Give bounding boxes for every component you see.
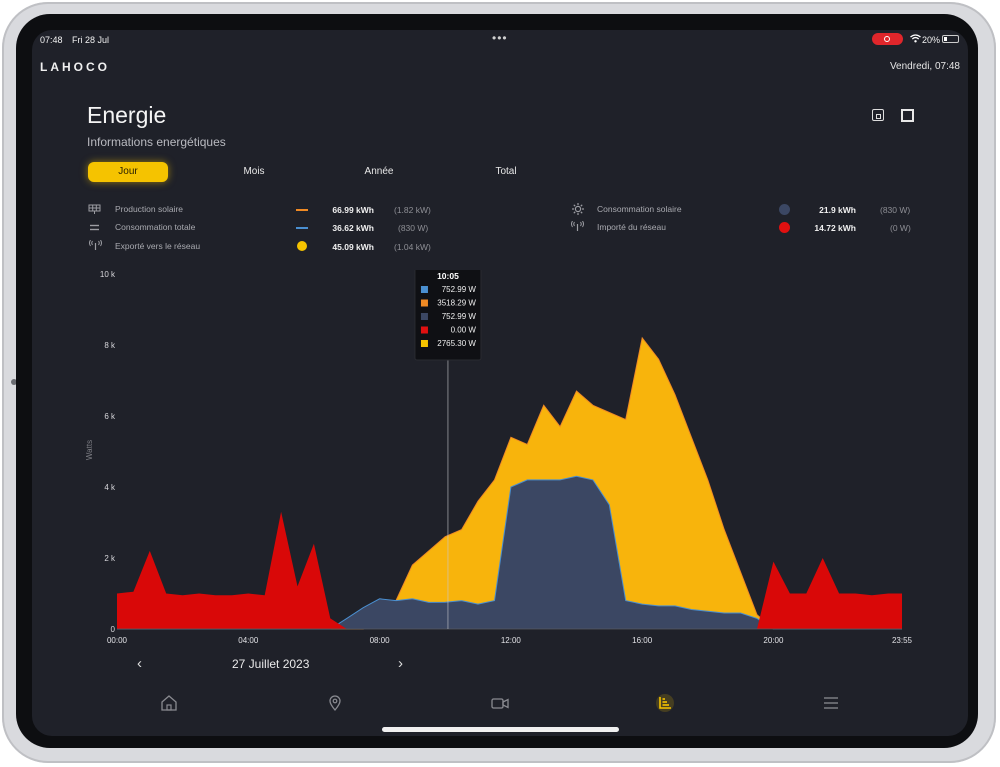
legend-marker-solar-consumption	[779, 204, 790, 215]
tab-jour[interactable]: Jour	[88, 162, 168, 182]
legend-marker-import	[779, 222, 790, 233]
tooltip-value: 752.99 W	[442, 312, 477, 321]
calendar-icon[interactable]	[872, 109, 884, 121]
legend-power-export: (1.04 kW)	[394, 242, 431, 252]
legend-value-production: 66.99 kWh	[332, 205, 374, 215]
x-tick-label: 08:00	[370, 636, 391, 645]
x-tick-label: 12:00	[501, 636, 522, 645]
legend-power-solar-consumption: (830 W)	[880, 205, 911, 215]
legend-power-import: (0 W)	[890, 223, 911, 233]
bottom-nav	[32, 690, 968, 716]
home-indicator[interactable]	[382, 727, 619, 732]
tooltip-swatch	[420, 286, 428, 293]
legend-label-solar-consumption: Consommation solaire	[597, 204, 682, 214]
energy-chart[interactable]: 0 2 k 4 k 6 k 8 k 10 k Watts 00:00 04:00 08:00 12:…	[80, 270, 920, 650]
next-day-chevron-right-icon[interactable]: ›	[398, 655, 403, 672]
legend-marker-consumption	[296, 227, 308, 229]
x-tick-label: 23:55	[892, 636, 913, 645]
map-pin-icon[interactable]	[325, 694, 345, 712]
antenna-icon	[571, 221, 584, 231]
y-tick-label: 6 k	[104, 412, 116, 421]
chart-icon[interactable]	[655, 694, 675, 712]
status-time: 07:48	[40, 35, 63, 45]
brand-logo: LAHOCO	[40, 60, 110, 74]
page-title: Energie	[87, 102, 167, 128]
x-tick-label: 16:00	[632, 636, 653, 645]
selected-date: 27 Juillet 2023	[232, 657, 310, 671]
video-camera-icon[interactable]	[490, 694, 510, 712]
status-bar: 07:48 Fri 28 Jul ••• 20%	[32, 30, 968, 50]
side-button	[11, 379, 17, 385]
legend-power-production: (1.82 kW)	[394, 205, 431, 215]
app-screen: 07:48 Fri 28 Jul ••• 20% LAHOCO Vendredi…	[32, 30, 968, 736]
tooltip-box	[414, 270, 482, 361]
legend-label-production: Production solaire	[115, 204, 184, 214]
series-area-export	[117, 337, 902, 629]
series-area-solar-consumption	[117, 476, 902, 629]
series-area-import	[117, 511, 902, 629]
tooltip-title: 10:05	[437, 271, 459, 281]
date-navigator: ‹ 27 Juillet 2023 ›	[32, 655, 968, 675]
y-tick-label: 2 k	[104, 554, 116, 563]
equals-icon	[90, 224, 99, 231]
legend-label-export: Exporté vers le réseau	[115, 241, 201, 251]
home-icon[interactable]	[159, 694, 179, 712]
screen-record-icon[interactable]	[872, 33, 903, 45]
legend-value-import: 14.72 kWh	[814, 223, 856, 233]
antenna-icon	[89, 240, 102, 250]
legend-marker-production	[296, 209, 308, 211]
tooltip-value: 752.99 W	[442, 285, 477, 294]
legend-power-consumption: (830 W)	[398, 223, 429, 233]
legend-label-import: Importé du réseau	[597, 222, 666, 232]
menu-icon[interactable]	[821, 694, 841, 712]
y-tick-label: 4 k	[104, 483, 116, 492]
status-date: Fri 28 Jul	[72, 35, 110, 45]
legend-value-export: 45.09 kWh	[332, 242, 374, 252]
page-subtitle: Informations energétiques	[87, 135, 226, 149]
tooltip-swatch	[420, 326, 428, 334]
prev-day-chevron-left-icon[interactable]: ‹	[137, 655, 142, 672]
current-datetime: Vendredi, 07:48	[889, 61, 960, 72]
tooltip-value: 0.00 W	[451, 326, 477, 335]
legend-value-solar-consumption: 21.9 kWh	[819, 205, 856, 215]
battery-icon	[942, 35, 959, 43]
tooltip-swatch	[420, 299, 428, 307]
x-tick-label: 20:00	[763, 636, 784, 645]
fullscreen-icon[interactable]	[901, 109, 914, 122]
tooltip-value: 3518.29 W	[437, 299, 476, 308]
tab-total[interactable]: Total	[495, 166, 517, 177]
wifi-icon	[910, 34, 921, 45]
legend-label-consumption: Consommation totale	[115, 222, 196, 232]
tab-annee[interactable]: Année	[364, 166, 394, 177]
tooltip-value: 2765.30 W	[437, 339, 476, 348]
legend-marker-export	[297, 241, 307, 251]
multitask-dots-icon[interactable]: •••	[492, 31, 508, 45]
y-tick-label: 10 k	[100, 270, 116, 279]
x-tick-label: 00:00	[107, 636, 128, 645]
tooltip-swatch	[420, 313, 428, 320]
tab-mois[interactable]: Mois	[243, 166, 265, 177]
sun-gear-icon	[572, 203, 584, 215]
y-axis-title: Watts	[85, 440, 94, 460]
y-tick-label: 0	[111, 625, 116, 634]
solar-panel-icon	[88, 204, 101, 214]
y-tick-label: 8 k	[104, 341, 116, 350]
legend-value-consumption: 36.62 kWh	[332, 223, 374, 233]
x-tick-label: 04:00	[238, 636, 259, 645]
battery-percent: 20%	[922, 35, 941, 45]
tooltip-swatch	[420, 340, 428, 347]
